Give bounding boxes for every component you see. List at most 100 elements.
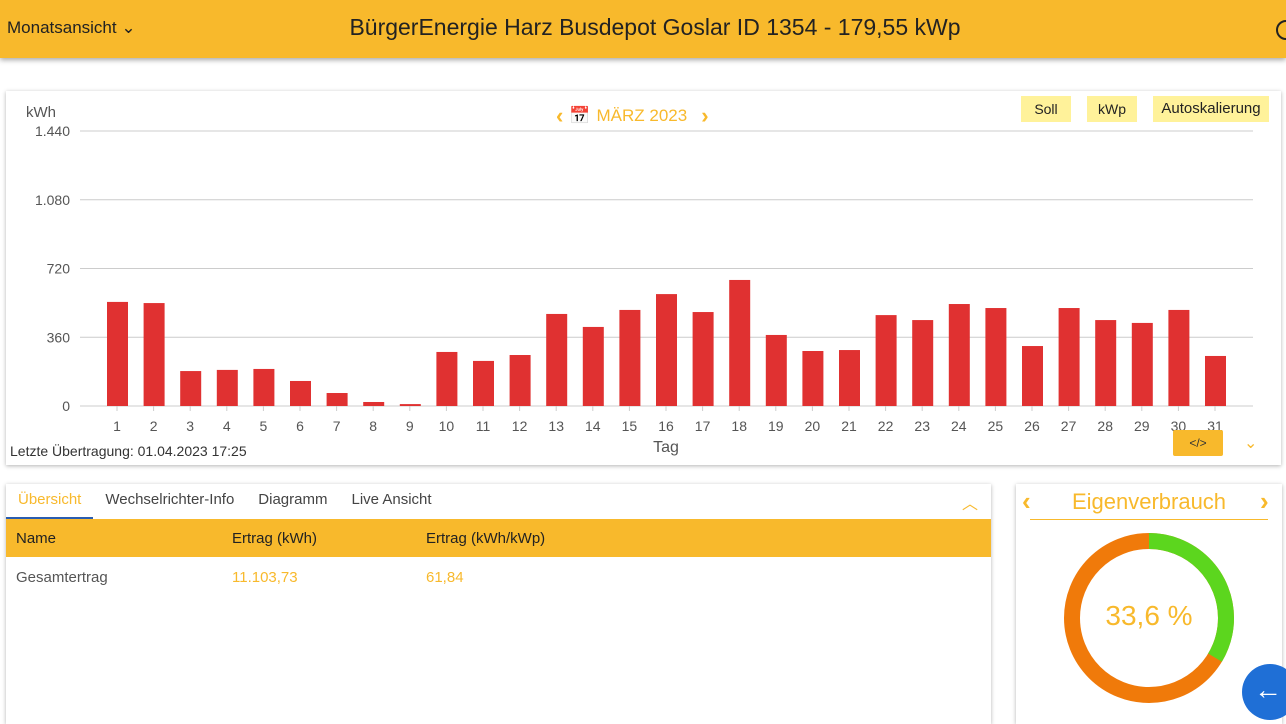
chevron-down-icon: ⌄ <box>121 18 136 37</box>
y-tick-label: 1.440 <box>35 123 70 139</box>
chart-card: ‹ 📅 MÄRZ 2023 › Soll kWp Autoskalierung … <box>6 91 1281 465</box>
bar <box>802 351 824 406</box>
tab-inverter-info[interactable]: Wechselrichter-Info <box>105 491 235 508</box>
view-label: Monatsansicht <box>7 18 117 37</box>
y-tick-label: 720 <box>47 261 71 277</box>
x-tick-label: 2 <box>150 418 158 434</box>
bar <box>180 371 202 406</box>
x-tick-label: 20 <box>805 418 821 434</box>
bar <box>729 279 751 406</box>
col-yield: Ertrag (kWh) <box>232 530 318 547</box>
bar <box>656 294 677 406</box>
x-tick-label: 18 <box>731 418 747 434</box>
arrow-left-icon: ← <box>1254 674 1282 705</box>
bar <box>546 313 568 406</box>
x-tick-label: 22 <box>878 418 894 434</box>
tab-live[interactable]: Live Ansicht <box>351 491 432 508</box>
x-tick-label: 7 <box>333 418 341 434</box>
kwp-button[interactable]: kWp <box>1087 96 1137 122</box>
tab-diagram[interactable]: Diagramm <box>258 491 328 508</box>
bar <box>399 404 421 406</box>
bar <box>253 368 275 406</box>
donut-self-segment <box>1064 533 1234 703</box>
x-tick-label: 10 <box>439 418 455 434</box>
col-name: Name <box>16 530 57 547</box>
overview-card: Übersicht Wechselrichter-Info Diagramm L… <box>6 484 991 724</box>
next-month-icon[interactable]: › <box>701 103 709 128</box>
x-tick-label: 24 <box>951 418 967 434</box>
last-transfer: Letzte Übertragung: 01.04.2023 17:25 <box>10 443 247 459</box>
month-label[interactable]: MÄRZ 2023 <box>596 106 688 125</box>
x-tick-label: 3 <box>186 418 194 434</box>
autoscale-button[interactable]: Autoskalierung <box>1153 96 1269 122</box>
bar <box>436 351 458 406</box>
x-tick-label: 5 <box>260 418 268 434</box>
bar <box>765 334 787 406</box>
bar <box>107 301 128 406</box>
cell-yield-kwp: 61,84 <box>426 569 464 586</box>
x-tick-label: 11 <box>476 418 491 434</box>
cell-yield: 11.103,73 <box>232 569 298 586</box>
bar <box>1022 346 1043 406</box>
x-tick-label: 15 <box>622 418 638 434</box>
self-consumption-title: Eigenverbrauch <box>1030 489 1268 520</box>
bar <box>1058 308 1080 406</box>
bar <box>948 304 970 406</box>
next-icon[interactable]: › <box>1260 486 1269 516</box>
donut-chart <box>1064 533 1234 703</box>
expand-chevron-icon[interactable]: ⌄ <box>1244 435 1258 452</box>
y-tick-label: 0 <box>62 398 70 414</box>
bar <box>1095 320 1117 406</box>
x-tick-label: 13 <box>548 418 564 434</box>
x-tick-label: 9 <box>406 418 414 434</box>
code-file-icon: </> <box>1189 436 1207 450</box>
collapse-icon[interactable]: ︿ <box>962 496 979 513</box>
x-tick-label: 4 <box>223 418 231 434</box>
x-tick-label: 29 <box>1134 418 1150 434</box>
bar <box>912 320 934 406</box>
x-tick-label: 19 <box>768 418 784 434</box>
view-select[interactable]: Monatsansicht ⌄ <box>7 18 136 38</box>
bar <box>875 315 897 406</box>
x-tick-label: 1 <box>113 418 121 434</box>
x-tick-label: 16 <box>658 418 674 434</box>
x-axis-label: Tag <box>653 439 679 456</box>
bar <box>509 355 531 406</box>
soll-button[interactable]: Soll <box>1021 96 1071 122</box>
bar <box>216 369 238 406</box>
bar <box>1131 322 1153 406</box>
x-tick-label: 25 <box>988 418 1004 434</box>
col-yield-kwp: Ertrag (kWh/kWp) <box>426 530 546 547</box>
user-icon[interactable] <box>1276 20 1286 40</box>
prev-icon[interactable]: ‹ <box>1022 486 1031 516</box>
calendar-icon: 📅 <box>569 106 591 125</box>
table-header: Name Ertrag (kWh) Ertrag (kWh/kWp) <box>6 519 991 557</box>
x-tick-label: 27 <box>1061 418 1077 434</box>
self-consumption-card: ‹ › Eigenverbrauch 33,6 % <box>1016 484 1282 724</box>
table-row: Gesamtertrag 11.103,73 61,84 <box>6 558 991 598</box>
month-nav: ‹ 📅 MÄRZ 2023 › <box>556 103 709 129</box>
y-axis-label: kWh <box>26 104 56 121</box>
x-tick-label: 23 <box>914 418 930 434</box>
bar <box>582 326 604 406</box>
bar <box>473 360 494 406</box>
bar <box>1205 355 1226 406</box>
y-tick-label: 1.080 <box>35 192 70 208</box>
export-button[interactable]: </> <box>1173 430 1223 456</box>
bar <box>326 393 348 406</box>
bar <box>985 308 1007 406</box>
tab-overview[interactable]: Übersicht <box>6 484 94 519</box>
cell-name: Gesamtertrag <box>16 569 108 586</box>
bar <box>619 309 641 406</box>
tab-bar: Übersicht Wechselrichter-Info Diagramm L… <box>6 484 991 519</box>
prev-month-icon[interactable]: ‹ <box>556 103 564 128</box>
bar <box>1168 309 1190 406</box>
bar <box>692 312 714 406</box>
bar <box>839 350 860 406</box>
x-tick-label: 6 <box>296 418 304 434</box>
self-consumption-value: 33,6 % <box>1105 600 1193 631</box>
bar <box>290 380 311 406</box>
x-tick-label: 26 <box>1024 418 1040 434</box>
x-tick-label: 14 <box>585 418 601 434</box>
